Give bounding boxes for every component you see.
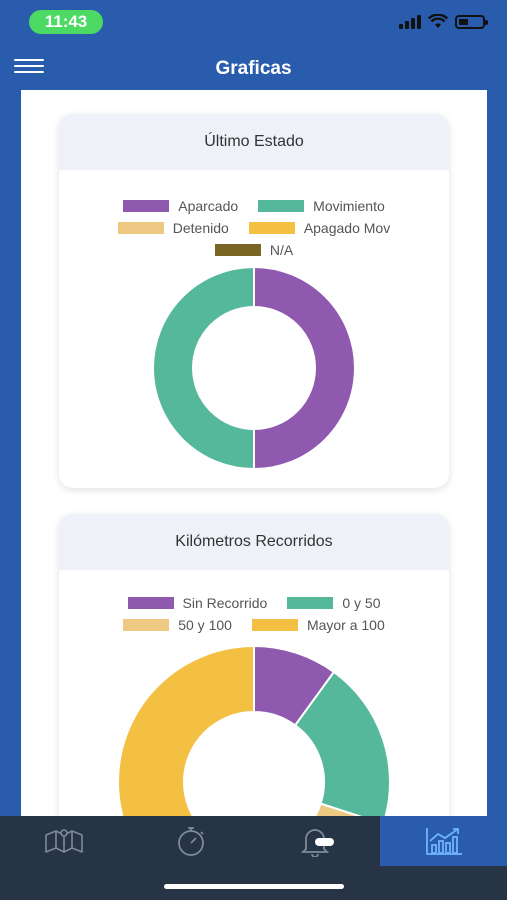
tab-stopwatch[interactable]	[127, 816, 254, 866]
bell-icon	[300, 829, 334, 857]
status-time: 11:43	[29, 10, 103, 34]
legend-item[interactable]: Movimiento	[258, 198, 385, 214]
page-title: Graficas	[215, 58, 292, 79]
wifi-icon	[428, 14, 448, 28]
legend-label: Mayor a 100	[306, 617, 385, 633]
tab-charts[interactable]	[380, 816, 507, 866]
bottom-tab-bar	[0, 816, 507, 900]
legend-swatch	[258, 200, 305, 212]
chart-legend-row: Sin Recorrido 0 y 50	[59, 595, 449, 611]
donut-slice-50-y-100[interactable]	[254, 802, 383, 816]
legend-swatch	[248, 222, 295, 234]
legend-swatch	[214, 244, 261, 256]
donut-slice-movimiento[interactable]	[152, 266, 255, 470]
hamburger-menu-button[interactable]	[14, 56, 48, 78]
chart-card-title: Último Estado	[59, 114, 449, 170]
chart-legend-row: 50 y 100 Mayor a 100	[59, 617, 449, 633]
chart-card-kilometros-recorridos: Kilómetros Recorridos Sin Recorrido 0 y …	[59, 514, 449, 816]
donut-slice-mayor-a-100[interactable]	[117, 644, 255, 816]
chart-legend-row: Aparcado Movimiento	[59, 198, 449, 214]
legend-item[interactable]: Sin Recorrido	[127, 595, 268, 611]
legend-label: Aparcado	[178, 198, 239, 214]
legend-item[interactable]: Mayor a 100	[251, 617, 385, 633]
legend-item[interactable]: 0 y 50	[287, 595, 380, 611]
legend-swatch	[287, 597, 334, 609]
content-area[interactable]: Último Estado Aparcado Movimiento Deteni…	[21, 90, 487, 816]
home-indicator	[164, 884, 344, 889]
legend-label: Apagado Mov	[303, 220, 391, 236]
stopwatch-icon	[177, 827, 204, 856]
cellular-signal-icon	[399, 14, 421, 29]
legend-swatch	[127, 597, 174, 609]
legend-swatch	[123, 200, 170, 212]
status-bar: 11:43	[0, 0, 507, 44]
donut-chart-kilometros-recorridos	[117, 644, 391, 816]
donut-chart-ultimo-estado	[152, 266, 356, 470]
legend-label: Sin Recorrido	[182, 595, 268, 611]
donut-slice-0-y-50[interactable]	[293, 670, 391, 816]
legend-item[interactable]: N/A	[214, 242, 294, 258]
legend-item[interactable]: Apagado Mov	[248, 220, 391, 236]
legend-swatch	[123, 619, 170, 631]
chart-icon	[425, 828, 462, 855]
battery-icon	[455, 14, 488, 29]
legend-label: 50 y 100	[178, 617, 232, 633]
legend-swatch	[251, 619, 298, 631]
status-icons	[399, 14, 488, 29]
legend-item[interactable]: Detenido	[117, 220, 229, 236]
map-icon	[44, 829, 83, 853]
legend-swatch	[117, 222, 164, 234]
chart-card-ultimo-estado: Último Estado Aparcado Movimiento Deteni…	[59, 114, 449, 488]
legend-label: N/A	[269, 242, 294, 258]
chart-legend-row: Detenido Apagado Mov	[59, 220, 449, 236]
legend-item[interactable]: Aparcado	[123, 198, 238, 214]
nav-bar: Graficas	[0, 44, 507, 90]
tab-alerts[interactable]	[254, 816, 381, 866]
legend-label: Detenido	[172, 220, 229, 236]
donut-slice-aparcado[interactable]	[253, 266, 356, 470]
tab-map[interactable]	[0, 816, 127, 866]
legend-label: 0 y 50	[342, 595, 381, 611]
legend-item[interactable]: 50 y 100	[123, 617, 232, 633]
chart-card-title: Kilómetros Recorridos	[59, 514, 449, 570]
chart-legend-row: N/A	[59, 242, 449, 258]
legend-label: Movimiento	[313, 198, 385, 214]
